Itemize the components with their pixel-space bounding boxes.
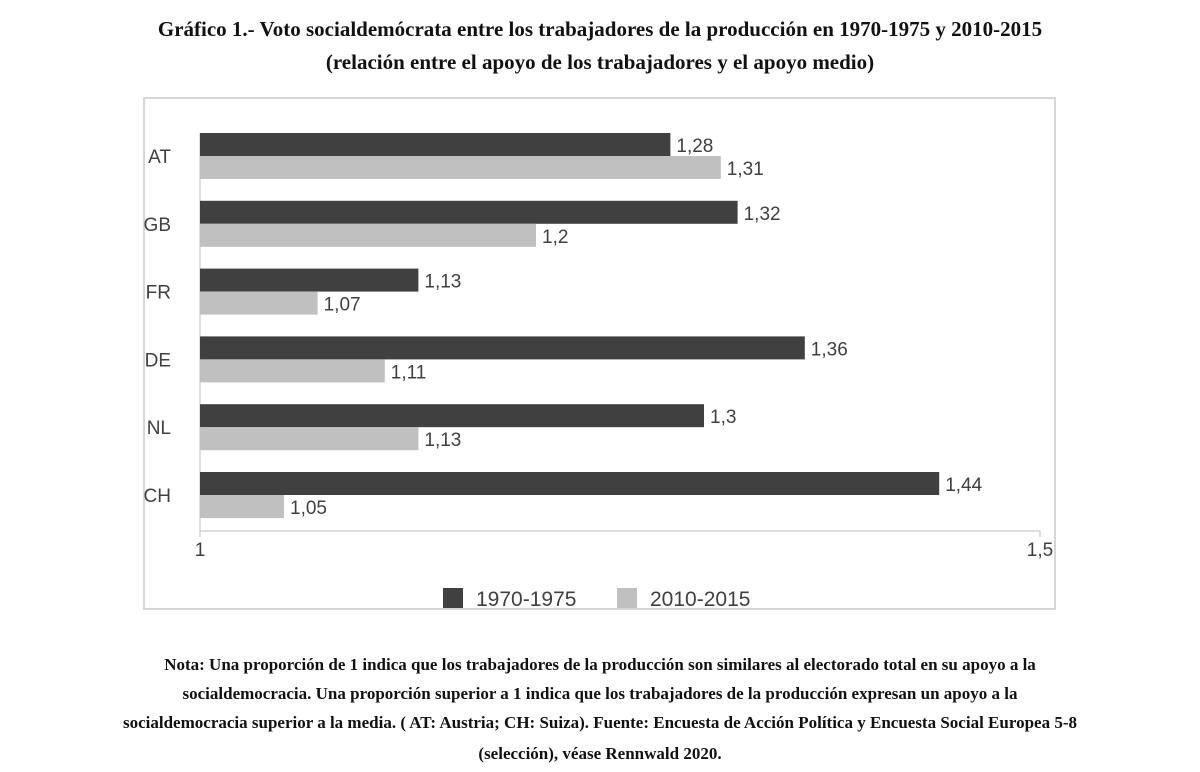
- bar-series2: [200, 359, 385, 383]
- legend-swatch: [443, 588, 463, 608]
- bar-series2: [200, 427, 419, 451]
- data-label: 1,32: [744, 204, 781, 225]
- note-line-3: socialdemocracia superior a la media. ( …: [123, 713, 1077, 732]
- bar-series1: [200, 133, 671, 156]
- chart-title: Gráfico 1.- Voto socialdemócrata entre l…: [157, 17, 1043, 41]
- bar-series2: [200, 223, 536, 247]
- note-line-4: (selección), véase Rennwald 2020.: [478, 744, 722, 763]
- note-line-1: Nota: Una proporción de 1 indica que los…: [164, 655, 1036, 674]
- note-line-2: socialdemocracia. Una proporción superio…: [182, 684, 1018, 703]
- category-label: FR: [146, 283, 171, 304]
- category-label: CH: [144, 486, 171, 507]
- category-label: NL: [147, 418, 171, 439]
- data-label: 1,3: [710, 407, 736, 428]
- category-label: DE: [145, 350, 171, 371]
- data-label: 1,07: [324, 295, 361, 316]
- bar-series1: [200, 472, 940, 495]
- legend-swatch: [617, 588, 637, 608]
- category-label: GB: [144, 215, 171, 236]
- bar-series1: [200, 404, 704, 428]
- legend-label: 2010-2015: [650, 588, 750, 611]
- data-label: 1,13: [424, 430, 461, 451]
- chart-frame: [143, 97, 1056, 610]
- bar-series1: [200, 268, 419, 292]
- data-label: 1,2: [542, 227, 568, 248]
- data-label: 1,05: [290, 498, 327, 519]
- data-label: 1,13: [424, 272, 461, 293]
- bar-series2: [200, 495, 284, 518]
- data-label: 1,44: [945, 475, 982, 496]
- bar-series1: [200, 336, 805, 360]
- x-tick-label: 1,5: [1027, 540, 1053, 561]
- chart-subtitle: (relación entre el apoyo de los trabajad…: [325, 50, 875, 74]
- bar-series2: [200, 156, 721, 179]
- category-label: AT: [148, 147, 171, 168]
- data-label: 1,11: [391, 362, 427, 383]
- data-label: 1,31: [727, 159, 764, 180]
- data-label: 1,28: [676, 136, 713, 157]
- x-tick-label: 1: [195, 540, 206, 561]
- legend-label: 1970-1975: [476, 588, 576, 611]
- bar-series2: [200, 291, 318, 315]
- data-label: 1,36: [811, 339, 848, 360]
- bar-series1: [200, 200, 738, 224]
